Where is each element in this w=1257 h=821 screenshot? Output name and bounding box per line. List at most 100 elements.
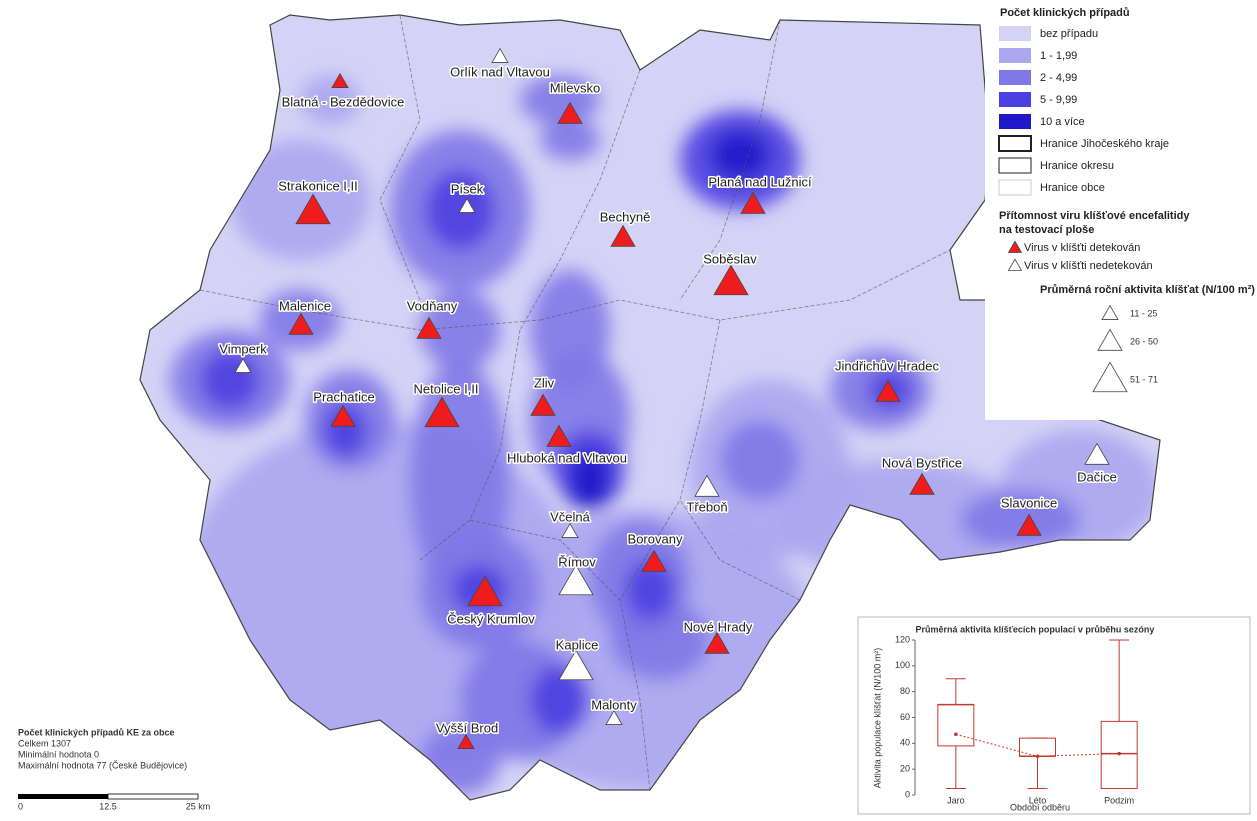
legend-title: Počet klinických případů — [1000, 7, 1130, 19]
district-border — [679, 19, 781, 301]
box-body — [937, 704, 975, 747]
site-marker — [331, 72, 349, 88]
site-label: Nová Bystřice — [882, 455, 962, 470]
density-blob — [610, 600, 710, 680]
density-blob — [625, 560, 675, 620]
site-marker — [424, 396, 460, 428]
site-label: Vyšší Brod — [436, 720, 498, 735]
mean-point — [1117, 751, 1121, 756]
site-marker — [557, 101, 583, 124]
legend-label: Virus v klíšťti detekován — [1024, 242, 1140, 254]
site-marker — [234, 357, 252, 373]
site-label: Hluboká nad Vltavou — [507, 450, 627, 465]
density-blob — [530, 665, 590, 735]
site-label: Kaplice — [556, 637, 599, 652]
y-tick-label: 120 — [895, 634, 910, 644]
legend-marker — [1097, 328, 1123, 351]
inset-chart: Průměrná aktivita klíšťecích populací v … — [857, 616, 1251, 815]
x-axis-label: Období odběru — [1010, 802, 1070, 812]
legend-label: Hranice obce — [1040, 182, 1105, 194]
legend-marker — [1007, 240, 1023, 253]
inset-bg — [857, 616, 1251, 815]
density-blob — [230, 140, 370, 260]
region-border — [139, 14, 1161, 801]
site-marker — [875, 379, 901, 402]
legend-title-line: na testovací ploše — [999, 224, 1094, 236]
x-tick-label: Podzim — [1104, 795, 1134, 805]
site-marker — [558, 564, 594, 596]
site-label: Vodňany — [407, 298, 458, 313]
mean-point — [1035, 754, 1040, 759]
legend-label: Virus v klíšťti nedetekován — [1024, 260, 1153, 272]
summary-line: Minimální hodnota 0 — [18, 749, 99, 759]
site-label: Římov — [558, 554, 596, 569]
scale-label: 12.5 — [99, 801, 117, 811]
scale-label: 0 — [18, 801, 23, 811]
site-label: Milevsko — [550, 80, 601, 95]
site-label: Malonty — [591, 697, 637, 712]
legend-label: 2 - 4,99 — [1040, 72, 1077, 84]
legend-title-line: Přítomnost viru klíšťové encefalitidy — [999, 210, 1190, 222]
legend-marker — [1092, 361, 1128, 393]
site-label: Písek — [451, 181, 484, 196]
district-border — [619, 319, 721, 601]
scale-bar — [18, 794, 108, 799]
site-label: Český Krumlov — [447, 611, 535, 626]
legend-swatch — [998, 179, 1032, 196]
site-label: Slavonice — [1001, 495, 1057, 510]
legend-title: Průměrná roční aktivita klíšťat (N/100 m… — [1040, 284, 1255, 296]
site-label: Netolice I,II — [413, 381, 478, 396]
site-marker — [546, 424, 572, 447]
district-border — [419, 329, 521, 561]
y-tick-label: 20 — [900, 764, 910, 774]
site-label: Jindřichův Hradec — [835, 358, 940, 373]
site-marker — [458, 197, 476, 213]
y-tick-label: 80 — [900, 686, 910, 696]
legend-label: 11 - 25 — [1130, 308, 1157, 318]
map-layer: Blatná - Bezdědovice Orlík nad VltavouMil… — [139, 14, 1161, 801]
legend-label: bez případu — [1040, 28, 1098, 40]
site-marker — [530, 393, 556, 416]
density-blob — [200, 350, 260, 410]
legend-label: 51 - 71 — [1130, 374, 1158, 384]
density-blob — [520, 75, 600, 125]
density-blob — [420, 725, 500, 795]
legend: Počet klinických případů bez případu 1 - 1… — [18, 0, 1257, 811]
y-tick-label: 100 — [895, 660, 910, 670]
density-blob — [323, 402, 367, 458]
legend-label: 5 - 9,99 — [1040, 94, 1077, 106]
site-marker — [909, 472, 935, 495]
legend-swatch — [999, 26, 1031, 41]
site-label: Dačice — [1077, 469, 1117, 484]
site-label: Prachatice — [313, 389, 374, 404]
site-marker — [610, 224, 636, 247]
district-border — [519, 69, 641, 331]
legend-swatch — [999, 92, 1031, 107]
site-marker — [694, 474, 720, 497]
legend-swatch — [998, 135, 1032, 152]
site-label: Blatná - Bezdědovice — [282, 94, 405, 109]
site-marker — [558, 649, 594, 681]
legend-marker — [1007, 258, 1023, 271]
site-marker — [457, 733, 475, 749]
inset-title: Průměrná aktivita klíšťecích populací v … — [916, 624, 1155, 634]
legend-marker — [1101, 304, 1119, 320]
legend-swatch — [999, 114, 1031, 129]
district-border — [199, 289, 541, 331]
y-tick-label: 40 — [900, 738, 910, 748]
site-label: Včelná — [550, 509, 591, 524]
scale-label: 25 km — [186, 801, 211, 811]
density-blob — [425, 170, 495, 250]
y-axis-label: Aktivita populace klíšťat (N/100 m²) — [872, 648, 882, 788]
density-blob — [540, 120, 600, 160]
site-label: Třeboň — [686, 499, 727, 514]
site-marker — [713, 264, 749, 296]
legend-label: 26 - 50 — [1130, 336, 1158, 346]
density-blob — [710, 130, 770, 180]
site-marker — [1016, 513, 1042, 536]
site-marker — [740, 191, 766, 214]
scale-bar — [107, 793, 199, 800]
x-tick-label: Léto — [1029, 795, 1047, 805]
legend-swatch — [999, 48, 1031, 63]
